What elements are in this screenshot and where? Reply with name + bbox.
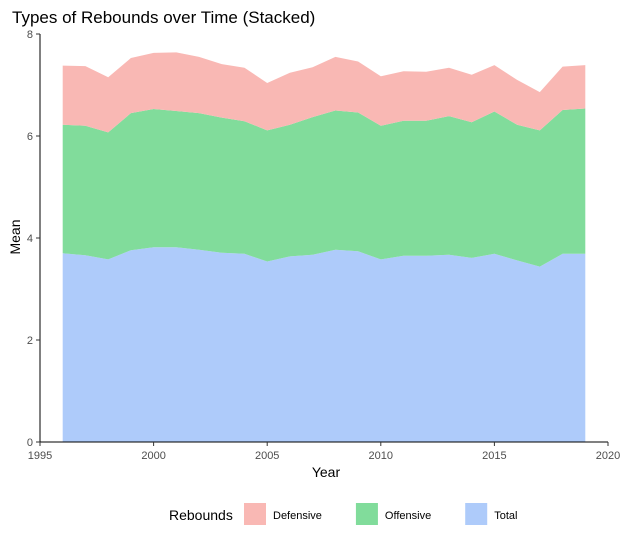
legend-title: Rebounds (169, 507, 233, 523)
legend-label-total: Total (494, 510, 517, 522)
legend-key-total (465, 503, 488, 525)
x-tick-label: 2005 (255, 450, 279, 462)
y-tick-label: 4 (27, 233, 33, 245)
y-tick-label: 2 (27, 335, 33, 347)
area-series-total (62, 247, 586, 442)
legend-label-defensive: Defensive (273, 510, 322, 522)
x-axis: 1995 2000 2005 2010 2015 2020 (28, 441, 620, 462)
plot-area (62, 52, 586, 442)
x-tick-label: 2000 (141, 450, 165, 462)
y-tick-label: 0 (27, 437, 33, 449)
x-axis-title: Year (312, 464, 341, 480)
x-tick-label: 2010 (369, 450, 393, 462)
legend-items: Defensive Offensive Total (244, 503, 517, 525)
y-tick-label: 6 (27, 131, 33, 143)
chart-title: Types of Rebounds over Time (Stacked) (12, 8, 315, 27)
legend-key-offensive (355, 503, 378, 525)
y-tick-label: 8 (27, 29, 33, 41)
x-tick-label: 2015 (482, 450, 506, 462)
y-axis: 0 2 4 6 8 (27, 29, 41, 449)
x-tick-label: 2020 (596, 450, 620, 462)
area-series-defensive (62, 52, 586, 133)
legend: Rebounds Defensive Offensive Total (169, 503, 517, 525)
y-axis-title: Mean (7, 219, 23, 254)
x-tick-label: 1995 (28, 450, 52, 462)
legend-key-defensive (244, 503, 266, 525)
legend-label-offensive: Offensive (385, 510, 431, 522)
area-series-offensive (62, 108, 586, 267)
